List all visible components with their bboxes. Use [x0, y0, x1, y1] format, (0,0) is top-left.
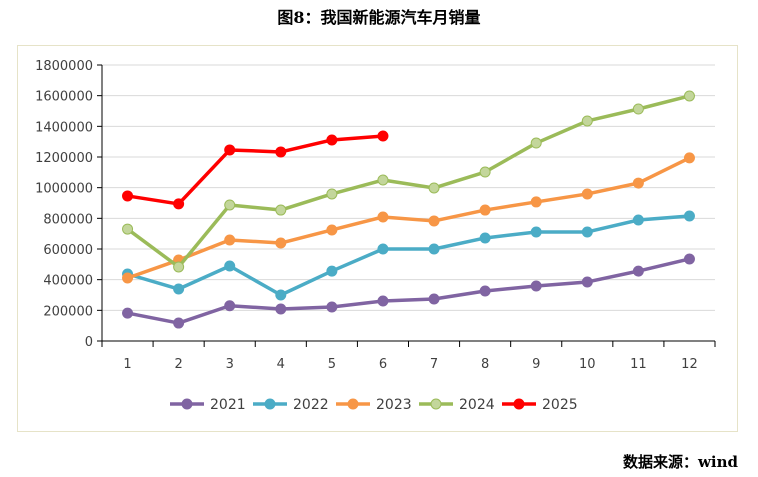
- data-point-2023: [581, 188, 593, 200]
- data-point-2025: [224, 144, 236, 156]
- data-point-2022: [683, 210, 695, 222]
- data-point-2021: [632, 265, 644, 277]
- series-line-2021: [127, 257, 690, 325]
- x-tick-label: 3: [226, 357, 234, 372]
- data-point-2023: [479, 204, 491, 216]
- data-point-2025: [326, 134, 338, 146]
- data-point-2021: [224, 300, 236, 312]
- data-point-2024: [530, 137, 542, 149]
- y-tick-label: 1800000: [35, 59, 93, 74]
- source-note: 数据来源：wind: [622, 453, 738, 471]
- data-point-2023: [530, 196, 542, 208]
- data-point-2021: [377, 295, 389, 307]
- data-point-2024: [326, 188, 338, 200]
- series-line-2024: [126, 94, 690, 269]
- data-point-2024: [581, 115, 593, 127]
- data-point-2024: [224, 199, 236, 211]
- data-point-2022: [275, 289, 287, 301]
- data-point-2023: [326, 224, 338, 236]
- data-point-2025: [377, 130, 389, 142]
- data-point-2021: [530, 280, 542, 292]
- x-tick-label: 1: [123, 357, 131, 372]
- data-point-2022: [326, 265, 338, 277]
- data-point-2023: [224, 234, 236, 246]
- y-tick-label: 1600000: [35, 90, 93, 105]
- data-point-2023: [683, 152, 695, 164]
- data-point-2023: [377, 211, 389, 223]
- data-point-2021: [122, 307, 134, 319]
- y-tick-label: 600000: [43, 243, 93, 258]
- legend-marker-2023: [347, 398, 359, 410]
- y-tick-label: 0: [85, 335, 93, 350]
- data-point-2023: [122, 272, 134, 284]
- data-point-2023: [632, 177, 644, 189]
- data-point-2021: [275, 303, 287, 315]
- x-tick-label: 10: [579, 357, 596, 372]
- data-point-2022: [377, 243, 389, 255]
- chart-title: 图8：我国新能源汽车月销量: [277, 8, 481, 27]
- legend-marker-2024: [430, 398, 442, 410]
- data-point-2022: [224, 260, 236, 272]
- data-point-2021: [479, 285, 491, 297]
- data-point-2024: [122, 223, 134, 235]
- series-line-2022: [127, 214, 690, 297]
- legend-label-2022: 2022: [293, 397, 329, 413]
- legend-marker-2022: [264, 398, 276, 410]
- data-point-2025: [275, 146, 287, 158]
- x-tick-label: 9: [532, 357, 540, 372]
- data-point-2024: [275, 204, 287, 216]
- data-point-2021: [581, 276, 593, 288]
- data-point-2024: [377, 174, 389, 186]
- data-point-2024: [683, 90, 695, 102]
- data-point-2021: [173, 317, 185, 329]
- y-tick-label: 200000: [43, 304, 93, 319]
- data-point-2024: [632, 103, 644, 115]
- legend-label-2025: 2025: [542, 397, 578, 413]
- data-point-2022: [428, 243, 440, 255]
- data-point-2022: [530, 226, 542, 238]
- x-tick-label: 5: [328, 357, 336, 372]
- data-point-2025: [173, 198, 185, 210]
- x-tick-label: 4: [277, 357, 285, 372]
- series-line-2023: [126, 156, 691, 280]
- data-point-2024: [428, 182, 440, 194]
- y-tick-label: 1400000: [35, 120, 93, 135]
- data-point-2024: [479, 166, 491, 178]
- y-tick-label: 1000000: [35, 182, 93, 197]
- data-point-2024: [173, 261, 185, 273]
- data-point-2022: [479, 232, 491, 244]
- legend-label-2021: 2021: [210, 397, 246, 413]
- x-tick-label: 2: [174, 357, 182, 372]
- x-tick-label: 11: [630, 357, 647, 372]
- legend-marker-2025: [513, 398, 525, 410]
- data-point-2022: [173, 283, 185, 295]
- legend-label-2024: 2024: [459, 397, 495, 413]
- x-tick-label: 12: [681, 357, 698, 372]
- x-tick-label: 6: [379, 357, 387, 372]
- chart-frame: [17, 45, 738, 432]
- data-point-2022: [632, 214, 644, 226]
- data-point-2021: [326, 301, 338, 313]
- data-point-2023: [275, 237, 287, 249]
- legend-label-2023: 2023: [376, 397, 412, 413]
- y-tick-label: 400000: [43, 274, 93, 289]
- y-tick-label: 800000: [43, 212, 93, 227]
- x-tick-label: 7: [430, 357, 438, 372]
- data-point-2021: [683, 253, 695, 265]
- data-point-2021: [428, 293, 440, 305]
- x-tick-label: 8: [481, 357, 489, 372]
- legend-marker-2021: [181, 398, 193, 410]
- series-line-2025: [127, 134, 384, 206]
- data-point-2025: [122, 190, 134, 202]
- data-point-2023: [428, 215, 440, 227]
- data-point-2022: [581, 226, 593, 238]
- y-tick-label: 1200000: [35, 151, 93, 166]
